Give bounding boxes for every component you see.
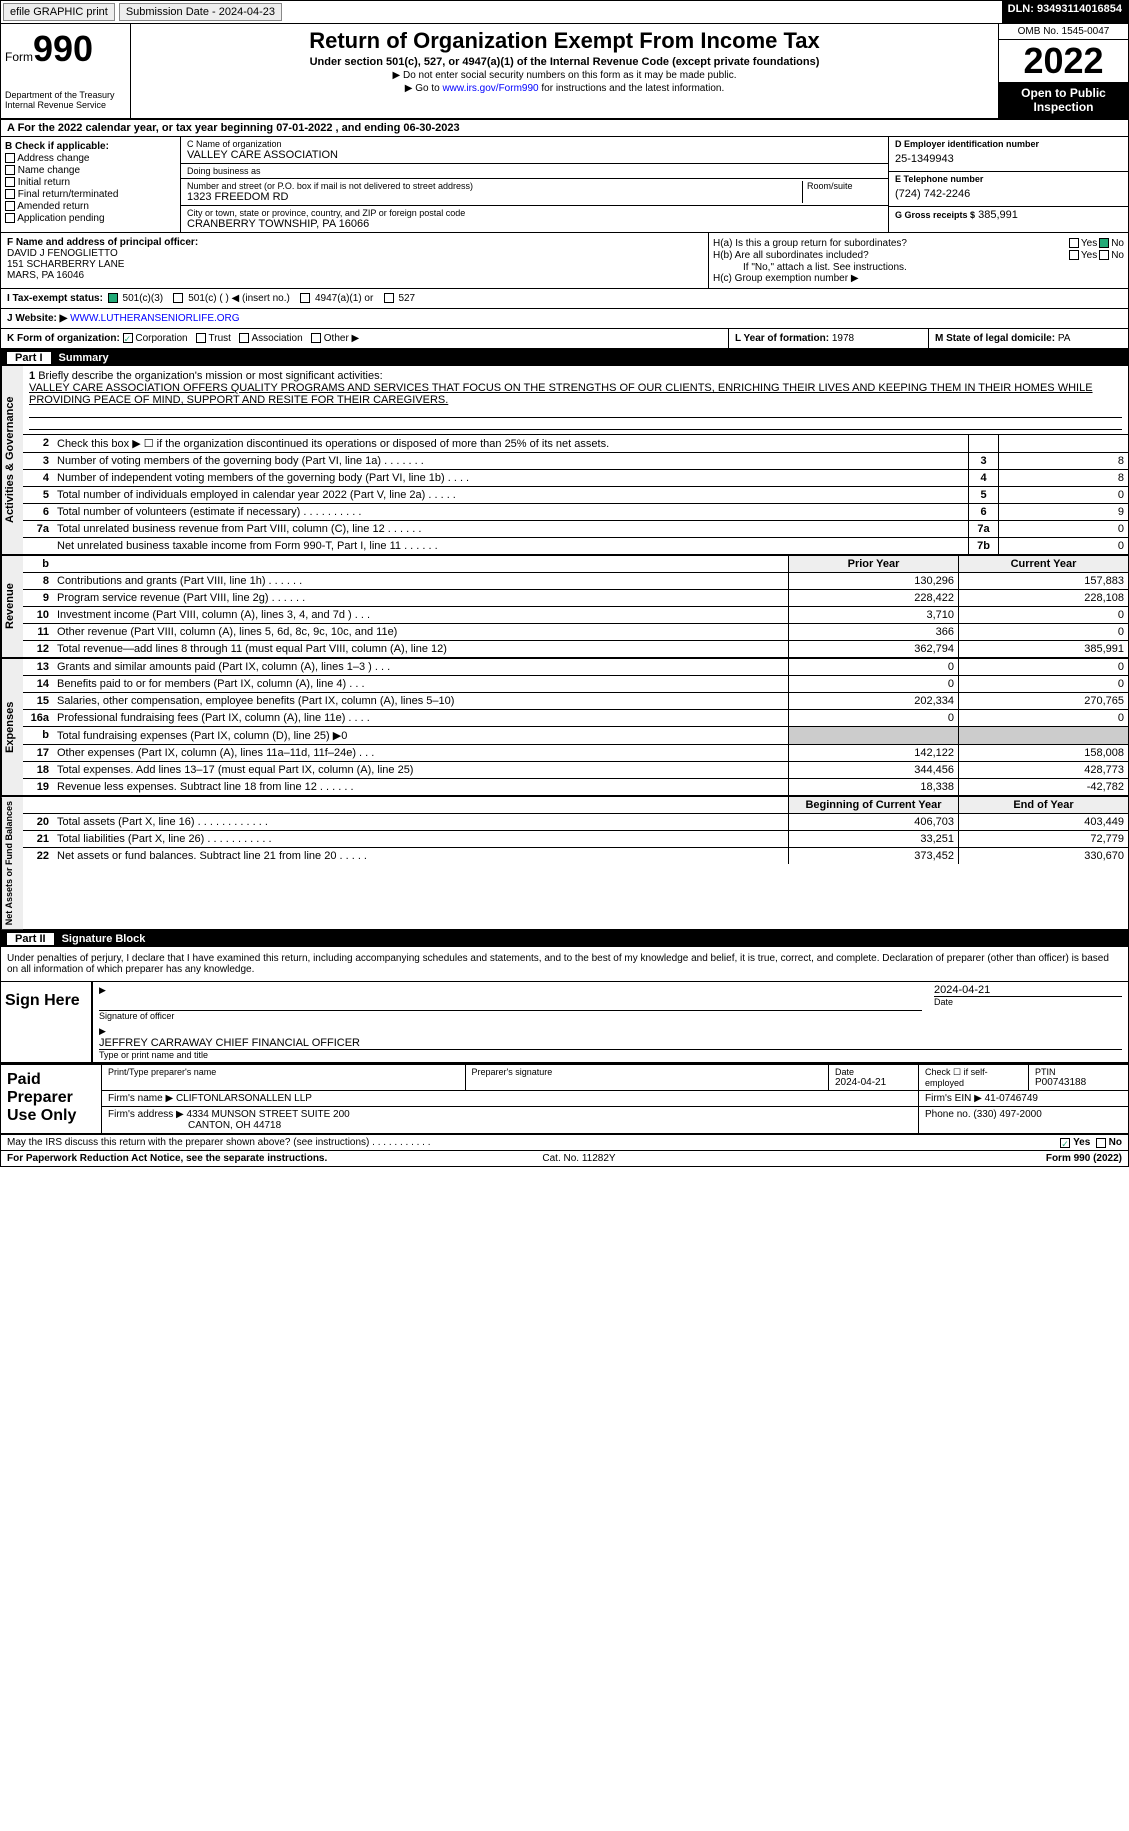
- topbar: efile GRAPHIC print Submission Date - 20…: [1, 1, 1128, 24]
- section-net-assets: Net Assets or Fund Balances Beginning of…: [1, 797, 1128, 931]
- section-expenses: Expenses 13Grants and similar amounts pa…: [1, 659, 1128, 797]
- website-link[interactable]: WWW.LUTHERANSENIORLIFE.ORG: [70, 313, 239, 324]
- year-block: OMB No. 1545-0047 2022 Open to Public In…: [998, 24, 1128, 118]
- line-2: 2Check this box ▶ ☐ if the organization …: [23, 435, 1128, 453]
- vlabel-expenses: Expenses: [1, 659, 23, 795]
- line-21: 21Total liabilities (Part X, line 26) . …: [23, 831, 1128, 848]
- line-19: 19Revenue less expenses. Subtract line 1…: [23, 779, 1128, 795]
- line-18: 18Total expenses. Add lines 13–17 (must …: [23, 762, 1128, 779]
- submission-date: Submission Date - 2024-04-23: [119, 3, 282, 21]
- line-8: 8Contributions and grants (Part VIII, li…: [23, 573, 1128, 590]
- line-4: 4Number of independent voting members of…: [23, 470, 1128, 487]
- form-990-page: efile GRAPHIC print Submission Date - 20…: [0, 0, 1129, 1167]
- tax-year: 2022: [999, 40, 1128, 82]
- declaration: Under penalties of perjury, I declare th…: [1, 947, 1128, 981]
- phone: (724) 742-2246: [895, 184, 1122, 204]
- col-b: B Check if applicable: Address change Na…: [1, 137, 181, 232]
- part1-header: Part I Summary: [1, 350, 1128, 366]
- section-governance: Activities & Governance 1 Briefly descri…: [1, 366, 1128, 556]
- 501c-checkbox[interactable]: [173, 293, 183, 303]
- line-15: 15Salaries, other compensation, employee…: [23, 693, 1128, 710]
- line-13: 13Grants and similar amounts paid (Part …: [23, 659, 1128, 676]
- org-name: VALLEY CARE ASSOCIATION: [187, 149, 882, 161]
- year-header: b Prior Year Current Year: [23, 556, 1128, 573]
- line-b: bTotal fundraising expenses (Part IX, co…: [23, 727, 1128, 745]
- efile-btn[interactable]: efile GRAPHIC print: [3, 3, 115, 21]
- line-6: 6Total number of volunteers (estimate if…: [23, 504, 1128, 521]
- 501c3-checkbox[interactable]: [108, 293, 118, 303]
- line-11: 11Other revenue (Part VIII, column (A), …: [23, 624, 1128, 641]
- row-j: J Website: ▶ WWW.LUTHERANSENIORLIFE.ORG: [1, 309, 1128, 329]
- line-7a: 7aTotal unrelated business revenue from …: [23, 521, 1128, 538]
- gross-receipts: 385,991: [978, 209, 1018, 221]
- col-f: F Name and address of principal officer:…: [1, 233, 708, 288]
- 4947-checkbox[interactable]: [300, 293, 310, 303]
- col-d: D Employer identification number25-13499…: [888, 137, 1128, 232]
- row-i: I Tax-exempt status: 501(c)(3) 501(c) ( …: [1, 289, 1128, 309]
- line-14: 14Benefits paid to or for members (Part …: [23, 676, 1128, 693]
- city: CRANBERRY TOWNSHIP, PA 16066: [187, 218, 882, 230]
- section-revenue: Revenue b Prior Year Current Year 8Contr…: [1, 556, 1128, 659]
- row-klm: K Form of organization: Corporation Trus…: [1, 329, 1128, 350]
- line-10: 10Investment income (Part VIII, column (…: [23, 607, 1128, 624]
- discuss-row: May the IRS discuss this return with the…: [1, 1135, 1128, 1150]
- discuss-no-checkbox[interactable]: [1096, 1138, 1106, 1148]
- col-c: C Name of organizationVALLEY CARE ASSOCI…: [181, 137, 888, 232]
- part2-header: Part II Signature Block: [1, 931, 1128, 947]
- vlabel-governance: Activities & Governance: [1, 366, 23, 554]
- ha-yes-checkbox[interactable]: [1069, 238, 1079, 248]
- line-9: 9Program service revenue (Part VIII, lin…: [23, 590, 1128, 607]
- street: 1323 FREEDOM RD: [187, 191, 802, 203]
- footer: For Paperwork Reduction Act Notice, see …: [1, 1150, 1128, 1166]
- line-3: 3Number of voting members of the governi…: [23, 453, 1128, 470]
- vlabel-revenue: Revenue: [1, 556, 23, 657]
- form-title-block: Return of Organization Exempt From Incom…: [131, 24, 998, 118]
- mission: 1 Briefly describe the organization's mi…: [23, 366, 1128, 435]
- discuss-yes-checkbox[interactable]: [1060, 1138, 1070, 1148]
- ha-no-checkbox[interactable]: [1099, 238, 1109, 248]
- irs-link[interactable]: www.irs.gov/Form990: [442, 83, 538, 94]
- sign-here-block: Sign Here Signature of officer 2024-04-2…: [1, 981, 1128, 1063]
- row-a: A For the 2022 calendar year, or tax yea…: [1, 120, 1128, 137]
- col-h: H(a) Is this a group return for subordin…: [708, 233, 1128, 288]
- line-22: 22Net assets or fund balances. Subtract …: [23, 848, 1128, 864]
- dln: DLN: 93493114016854: [1002, 1, 1128, 23]
- 527-checkbox[interactable]: [384, 293, 394, 303]
- vlabel-net: Net Assets or Fund Balances: [1, 797, 23, 929]
- section-b-c-d: B Check if applicable: Address change Na…: [1, 137, 1128, 233]
- ein: 25-1349943: [895, 149, 1122, 169]
- hb-yes-checkbox[interactable]: [1069, 250, 1079, 260]
- line-5: 5Total number of individuals employed in…: [23, 487, 1128, 504]
- line-17: 17Other expenses (Part IX, column (A), l…: [23, 745, 1128, 762]
- form-header: Form990 Department of the Treasury Inter…: [1, 24, 1128, 120]
- line-12: 12Total revenue—add lines 8 through 11 (…: [23, 641, 1128, 657]
- form-id: Form990 Department of the Treasury Inter…: [1, 24, 131, 118]
- line-16a: 16aProfessional fundraising fees (Part I…: [23, 710, 1128, 727]
- form-title: Return of Organization Exempt From Incom…: [135, 28, 994, 54]
- section-f-h: F Name and address of principal officer:…: [1, 233, 1128, 289]
- hb-no-checkbox[interactable]: [1099, 250, 1109, 260]
- line-20: 20Total assets (Part X, line 16) . . . .…: [23, 814, 1128, 831]
- paid-preparer: Paid Preparer Use Only Print/Type prepar…: [1, 1063, 1128, 1135]
- line-: Net unrelated business taxable income fr…: [23, 538, 1128, 554]
